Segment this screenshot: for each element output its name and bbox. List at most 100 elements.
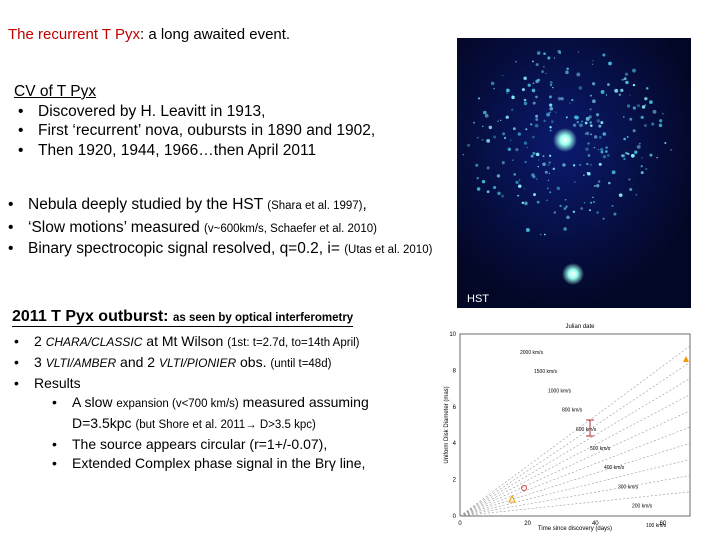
speck (600, 90, 605, 94)
speck (651, 122, 655, 126)
y-tick-label: 2 (453, 478, 457, 484)
speck (602, 154, 607, 159)
text: (but Shore et al. 2011→ D>3.5 kpc) (135, 419, 316, 431)
speck (511, 94, 514, 96)
speck (476, 136, 479, 139)
speck (659, 119, 663, 123)
speck (632, 68, 636, 73)
speck (625, 81, 627, 84)
speck (565, 205, 568, 208)
speck (670, 148, 673, 151)
text: CHARA/CLASSIC (45, 335, 143, 349)
speck (549, 81, 553, 85)
title-main: The recurrent T Pyx (8, 26, 140, 43)
speck (587, 171, 591, 176)
speck (605, 150, 608, 153)
speck (493, 135, 497, 139)
speck (523, 98, 527, 102)
speck (658, 123, 663, 128)
speck (607, 83, 610, 87)
speck (590, 124, 593, 127)
speck (572, 210, 576, 214)
speck (644, 104, 647, 106)
text: 2 (34, 333, 46, 349)
speck (566, 67, 569, 71)
x-tick-label: 60 (660, 521, 667, 527)
y-tick-label: 4 (453, 441, 457, 447)
speck (629, 187, 633, 192)
speed-line (459, 426, 691, 517)
cv-item: Then 1920, 1944, 1966…then April 2011 (14, 141, 375, 161)
text: Binary spectrocopic signal resolved, q=0… (28, 240, 340, 257)
speck (649, 100, 653, 104)
outburst-subheading: as seen by optical interferometry (172, 312, 354, 324)
speck (547, 164, 550, 166)
speck (523, 101, 528, 106)
result-item: Extended Complex phase signal in the Brγ… (44, 454, 430, 473)
nebula-item: Binary spectrocopic signal resolved, q=0… (4, 240, 454, 259)
speck (620, 88, 624, 93)
speed-label: 1500 km/s (534, 369, 558, 375)
speck (589, 108, 592, 111)
speck (645, 167, 648, 171)
speck (636, 104, 640, 108)
speck (641, 105, 646, 109)
speck (462, 153, 465, 156)
speck (563, 207, 567, 211)
speck (548, 161, 551, 164)
speck (592, 196, 594, 199)
speed-label: 2000 km/s (520, 350, 544, 356)
speck (552, 167, 555, 170)
speck (496, 174, 501, 178)
speck (477, 97, 481, 100)
speck (590, 164, 592, 166)
speck (580, 207, 584, 210)
speck (532, 82, 535, 85)
speck (518, 179, 521, 181)
y-label: Uniform Disk Diameter (mas) (444, 386, 450, 463)
speck (535, 177, 538, 180)
speck (535, 152, 540, 157)
speck (662, 113, 664, 115)
speck (576, 120, 580, 124)
speck (524, 201, 528, 206)
speck (578, 86, 583, 90)
speck (592, 59, 594, 62)
speck (640, 171, 644, 175)
speck (555, 111, 557, 114)
speck (525, 128, 528, 131)
outburst-item: 3 VLTI/AMBER and 2 VLTI/PIONIER obs. (un… (10, 353, 430, 374)
speck (600, 147, 604, 152)
speck (546, 187, 549, 190)
speck (544, 170, 548, 174)
speck (589, 209, 591, 212)
x-tick-label: 20 (524, 521, 531, 527)
speck (560, 97, 564, 101)
cv-block: CV of T Pyx Discovered by H. Leavitt in … (14, 82, 375, 160)
speck (536, 51, 541, 55)
text: Nebula deeply studied by the HST (28, 196, 263, 213)
y-tick-label: 6 (453, 405, 457, 411)
speed-label: 300 km/s (618, 484, 639, 490)
speck (621, 78, 624, 81)
speck (664, 142, 667, 145)
speck (522, 88, 525, 92)
speck (497, 191, 501, 196)
speck (536, 200, 540, 204)
speck (514, 60, 517, 63)
speck (538, 159, 540, 161)
speck (627, 152, 630, 156)
speck (605, 94, 608, 96)
speck (531, 135, 535, 139)
y-tick-label: 0 (453, 514, 457, 520)
speck (543, 52, 546, 56)
speck (513, 173, 517, 176)
speck (535, 63, 539, 67)
speed-line (459, 361, 691, 517)
slide-title: The recurrent T Pyx: a long awaited even… (8, 26, 290, 43)
y-tick-label: 10 (449, 332, 456, 338)
speck (512, 159, 514, 161)
text: and 2 (116, 354, 159, 370)
speck (542, 155, 545, 158)
speck (618, 193, 623, 198)
